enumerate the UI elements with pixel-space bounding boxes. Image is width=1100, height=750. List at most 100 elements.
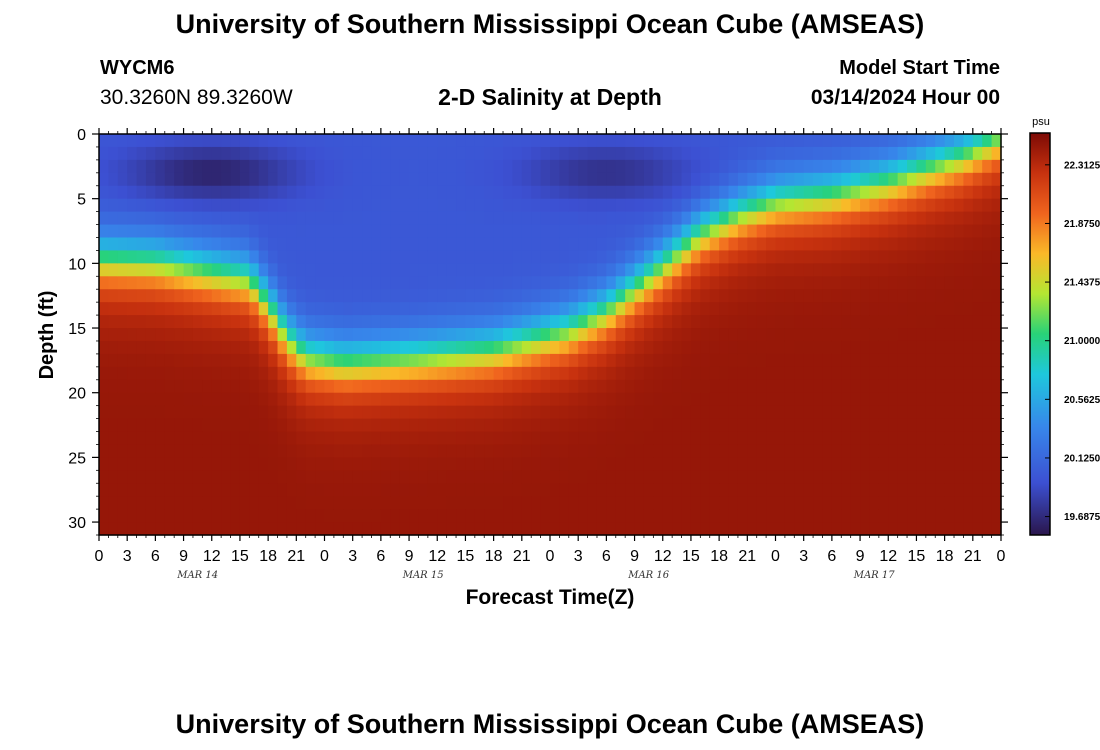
- heatmap-cell: [672, 211, 683, 226]
- heatmap-cell: [925, 185, 936, 200]
- heatmap-cell: [164, 211, 175, 226]
- heatmap-cell: [305, 250, 316, 264]
- heatmap-cell: [925, 418, 936, 433]
- heatmap-cell: [99, 470, 109, 484]
- heatmap-cell: [813, 198, 824, 213]
- heatmap-cell: [550, 522, 560, 536]
- heatmap-cell: [653, 418, 664, 433]
- heatmap-cell: [681, 457, 692, 471]
- heatmap-cell: [747, 509, 758, 523]
- heatmap-cell: [916, 444, 927, 458]
- heatmap-cell: [286, 172, 297, 187]
- heatmap-cell: [456, 496, 467, 510]
- heatmap-cell: [117, 340, 128, 355]
- heatmap-cell: [954, 366, 965, 381]
- heatmap-cell: [653, 431, 664, 446]
- heatmap-cell: [681, 185, 692, 200]
- heatmap-cell: [474, 444, 485, 458]
- heatmap-cell: [991, 340, 1002, 355]
- heatmap-cell: [521, 198, 532, 213]
- heatmap-cell: [324, 146, 335, 161]
- heatmap-cell: [362, 276, 373, 290]
- heatmap-cell: [333, 509, 344, 523]
- heatmap-cell: [935, 237, 946, 252]
- heatmap-cell: [484, 315, 495, 329]
- heatmap-cell: [446, 405, 457, 420]
- heatmap-cell: [362, 237, 373, 252]
- heatmap-cell: [831, 159, 842, 174]
- heatmap-cell: [672, 224, 683, 239]
- heatmap-cell: [907, 457, 918, 471]
- heatmap-cell: [108, 522, 119, 536]
- heatmap-cell: [127, 431, 138, 446]
- heatmap-cell: [399, 457, 410, 471]
- heatmap-cell: [277, 353, 288, 368]
- heatmap-cell: [653, 366, 664, 381]
- heatmap-cell: [230, 522, 241, 536]
- heatmap-cell: [982, 444, 993, 458]
- heatmap-cell: [145, 250, 156, 264]
- heatmap-cell: [503, 431, 514, 446]
- heatmap-cell: [531, 457, 542, 471]
- heatmap-cell: [550, 211, 560, 226]
- heatmap-cell: [230, 509, 241, 523]
- heatmap-cell: [606, 470, 617, 484]
- heatmap-cell: [211, 457, 222, 471]
- heatmap-cell: [418, 134, 429, 148]
- heatmap-cell: [99, 237, 109, 252]
- heatmap-cell: [446, 211, 457, 226]
- heatmap-cell: [352, 172, 363, 187]
- heatmap-cell: [371, 198, 382, 213]
- heatmap-cell: [737, 470, 748, 484]
- heatmap-cell: [380, 134, 391, 148]
- heatmap-cell: [446, 134, 457, 148]
- heatmap-cell: [484, 198, 495, 213]
- heatmap-cell: [963, 340, 974, 355]
- heatmap-cell: [99, 457, 109, 471]
- heatmap-cell: [615, 198, 626, 213]
- heatmap-cell: [587, 483, 598, 497]
- heatmap-cell: [512, 366, 523, 381]
- heatmap-cell: [690, 340, 701, 355]
- heatmap-cell: [690, 224, 701, 239]
- heatmap-cell: [813, 172, 824, 187]
- heatmap-cell: [333, 379, 344, 394]
- heatmap-cell: [681, 418, 692, 433]
- heatmap-cell: [550, 302, 560, 316]
- heatmap-cell: [174, 405, 185, 420]
- heatmap-cell: [409, 315, 420, 329]
- heatmap-cell: [540, 405, 551, 420]
- heatmap-cell: [747, 224, 758, 239]
- heatmap-cell: [643, 496, 654, 510]
- heatmap-cell: [493, 263, 504, 277]
- heatmap-cell: [681, 302, 692, 316]
- heatmap-cell: [935, 146, 946, 161]
- heatmap-cell: [587, 509, 598, 523]
- heatmap-cell: [719, 457, 730, 471]
- heatmap-cell: [850, 366, 861, 381]
- heatmap-cell: [399, 315, 410, 329]
- heatmap-cell: [803, 392, 814, 407]
- heatmap-cell: [813, 522, 824, 536]
- heatmap-cell: [164, 237, 175, 252]
- heatmap-cell: [108, 392, 119, 407]
- heatmap-cell: [662, 250, 673, 264]
- heatmap-cell: [521, 250, 532, 264]
- heatmap-cell: [850, 198, 861, 213]
- heatmap-cell: [756, 470, 767, 484]
- heatmap-cell: [493, 211, 504, 226]
- heatmap-cell: [935, 457, 946, 471]
- heatmap-cell: [963, 250, 974, 264]
- heatmap-cell: [822, 340, 833, 355]
- heatmap-cell: [568, 392, 579, 407]
- heatmap-cell: [352, 289, 363, 303]
- heatmap-cell: [249, 276, 260, 290]
- heatmap-cell: [869, 211, 880, 226]
- heatmap-cell: [982, 328, 993, 342]
- heatmap-cell: [596, 185, 607, 200]
- heatmap-cell: [897, 211, 908, 226]
- heatmap-cell: [512, 340, 523, 355]
- heatmap-cell: [427, 276, 438, 290]
- heatmap-cell: [362, 496, 373, 510]
- heatmap-cell: [963, 224, 974, 239]
